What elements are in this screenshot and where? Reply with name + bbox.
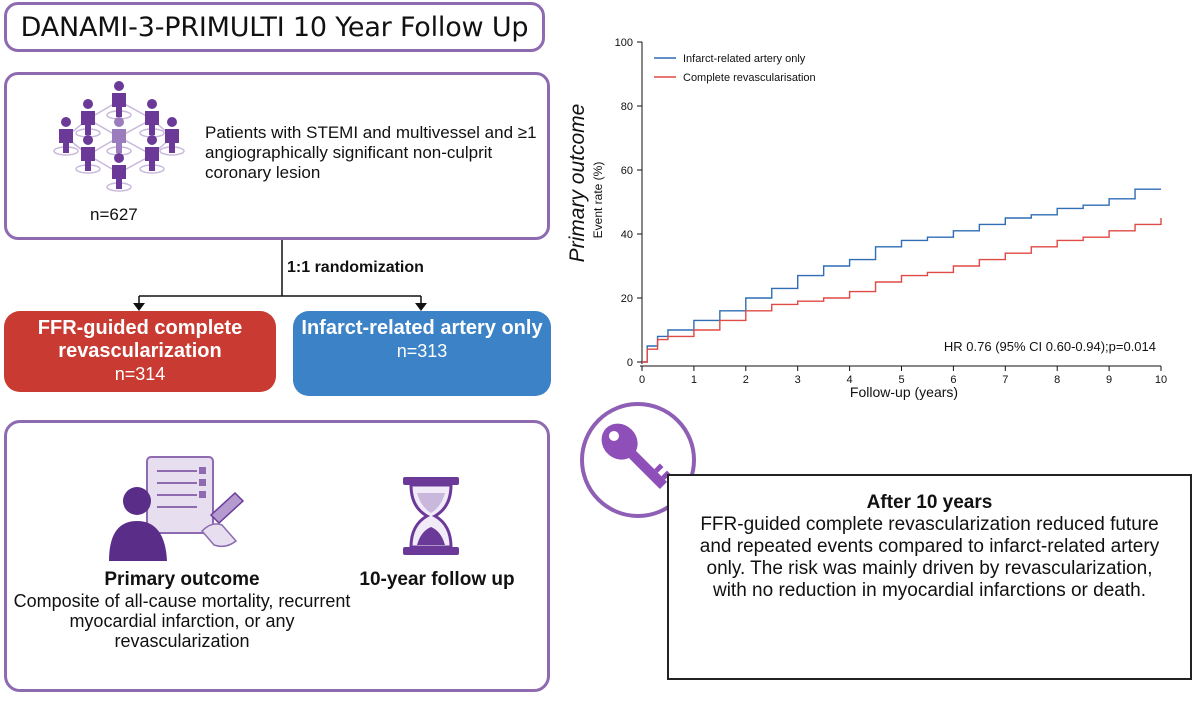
population-box: Patients with STEMI and multivessel and …: [4, 72, 550, 240]
x-tick-label: 4: [847, 374, 853, 386]
y-tick-label: 0: [627, 357, 633, 369]
x-tick-label: 6: [950, 374, 956, 386]
conclusion-body: FFR-guided complete revascularization re…: [699, 514, 1160, 601]
primary-outcome-description: Composite of all-cause mortality, recurr…: [13, 591, 351, 651]
conclusion-title: After 10 years: [866, 492, 993, 513]
series-line-infarct-only: [642, 188, 1161, 363]
km-chart: Primary outcome Event rate (%) Follow-up…: [558, 28, 1188, 408]
arm-ira-n: n=313: [396, 341, 448, 361]
chart-annotation: HR 0.76 (95% CI 0.60-0.94);p=0.014: [944, 339, 1156, 354]
key-icon: [601, 423, 671, 489]
chart-y-label: Event rate (%): [591, 162, 605, 239]
followup-label: 10-year follow up: [359, 569, 515, 590]
outcome-box: Primary outcome Composite of all-cause m…: [4, 420, 550, 692]
conclusion-box: After 10 years FFR-guided complete revas…: [667, 474, 1192, 680]
title-box: DANAMI-3-PRIMULTI 10 Year Follow Up: [4, 2, 545, 52]
population-description: Patients with STEMI and multivessel and …: [205, 123, 537, 182]
clipboard-person-icon: [109, 456, 245, 561]
randomization-connector: [133, 240, 427, 311]
chart-x-label: Follow-up (years): [850, 384, 958, 400]
arm-ffr-label: FFR-guided complete revascularization: [37, 317, 243, 362]
y-tick-label: 60: [621, 165, 633, 177]
x-tick-label: 9: [1106, 374, 1112, 386]
page-title: DANAMI-3-PRIMULTI 10 Year Follow Up: [20, 11, 529, 43]
x-tick-label: 5: [898, 374, 904, 386]
patients-network-icon: [53, 81, 185, 192]
km-chart-svg: Primary outcome Event rate (%) Follow-up…: [566, 37, 1167, 400]
arm-infarct-only: Infarct-related artery only n=313: [293, 311, 551, 396]
x-tick-label: 7: [1002, 374, 1008, 386]
legend-label: Complete revascularisation: [683, 72, 816, 84]
y-tick-label: 80: [621, 101, 633, 113]
x-tick-label: 0: [639, 374, 645, 386]
primary-outcome-title: Primary outcome: [104, 569, 260, 590]
x-tick-label: 8: [1054, 374, 1060, 386]
randomization-label: 1:1 randomization: [287, 259, 424, 276]
x-tick-label: 1: [691, 374, 697, 386]
population-n: n=627: [90, 205, 138, 224]
x-tick-label: 10: [1155, 374, 1167, 386]
arm-ira-label: Infarct-related artery only: [301, 317, 543, 339]
y-tick-label: 100: [615, 37, 633, 49]
y-tick-label: 40: [621, 229, 633, 241]
x-tick-label: 3: [795, 374, 801, 386]
legend-label: Infarct-related artery only: [683, 53, 806, 65]
chart-side-title: Primary outcome: [566, 104, 589, 263]
hourglass-icon: [403, 477, 459, 555]
arm-ffr-complete: FFR-guided complete revascularization n=…: [4, 311, 276, 392]
series-line-complete: [642, 218, 1162, 363]
y-tick-label: 20: [621, 293, 633, 305]
x-tick-label: 2: [743, 374, 749, 386]
arm-ffr-n: n=314: [114, 364, 166, 384]
